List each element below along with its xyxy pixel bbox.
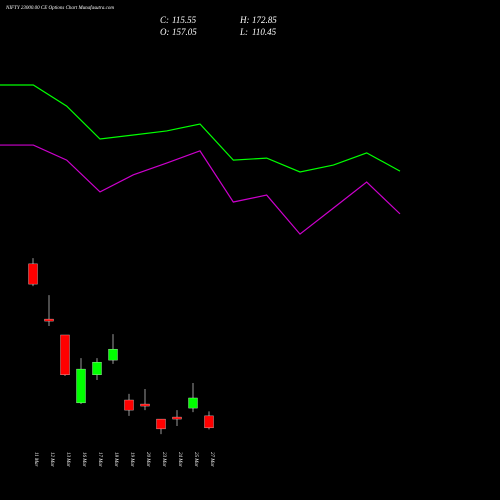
x-tick-label: 25 Mar [193, 452, 198, 467]
x-tick-label: 18 Mar [113, 452, 118, 467]
candle-body [108, 348, 118, 361]
candle-body [172, 416, 182, 420]
candle-body [204, 415, 214, 429]
x-tick-label: 20 Mar [145, 452, 150, 467]
open-value: 157.05 [172, 27, 197, 37]
chart-title: NIFTY 23000.00 CE Options Chart Munafasu… [5, 6, 114, 11]
low-label: L: [239, 27, 248, 37]
x-tick-label: 19 Mar [129, 452, 134, 467]
low-value: 110.45 [252, 27, 277, 37]
close-label: C: [160, 15, 169, 25]
x-tick-label: 11 Mar [33, 452, 38, 467]
candle-body [28, 263, 38, 285]
x-tick-label: 12 Mar [49, 452, 54, 467]
x-tick-label: 17 Mar [97, 452, 102, 467]
candle-body [60, 334, 70, 376]
high-label: H: [239, 15, 250, 25]
candle-body [44, 318, 54, 322]
high-value: 172.85 [252, 15, 277, 25]
x-tick-label: 23 Mar [161, 452, 166, 467]
x-tick-label: 13 Mar [65, 452, 70, 467]
open-label: O: [160, 27, 170, 37]
close-value: 115.55 [172, 15, 197, 25]
x-tick-label: 16 Mar [81, 452, 86, 467]
line-series [0, 84, 401, 173]
x-tick-label: 27 Mar [209, 452, 214, 467]
candle-body [76, 368, 86, 404]
candle-body [156, 418, 166, 430]
candle-body [188, 397, 198, 409]
x-tick-label: 24 Mar [177, 452, 182, 467]
line-series [0, 144, 401, 235]
candle-body [140, 403, 150, 407]
candle-body [124, 399, 134, 411]
candle-body [92, 361, 102, 376]
